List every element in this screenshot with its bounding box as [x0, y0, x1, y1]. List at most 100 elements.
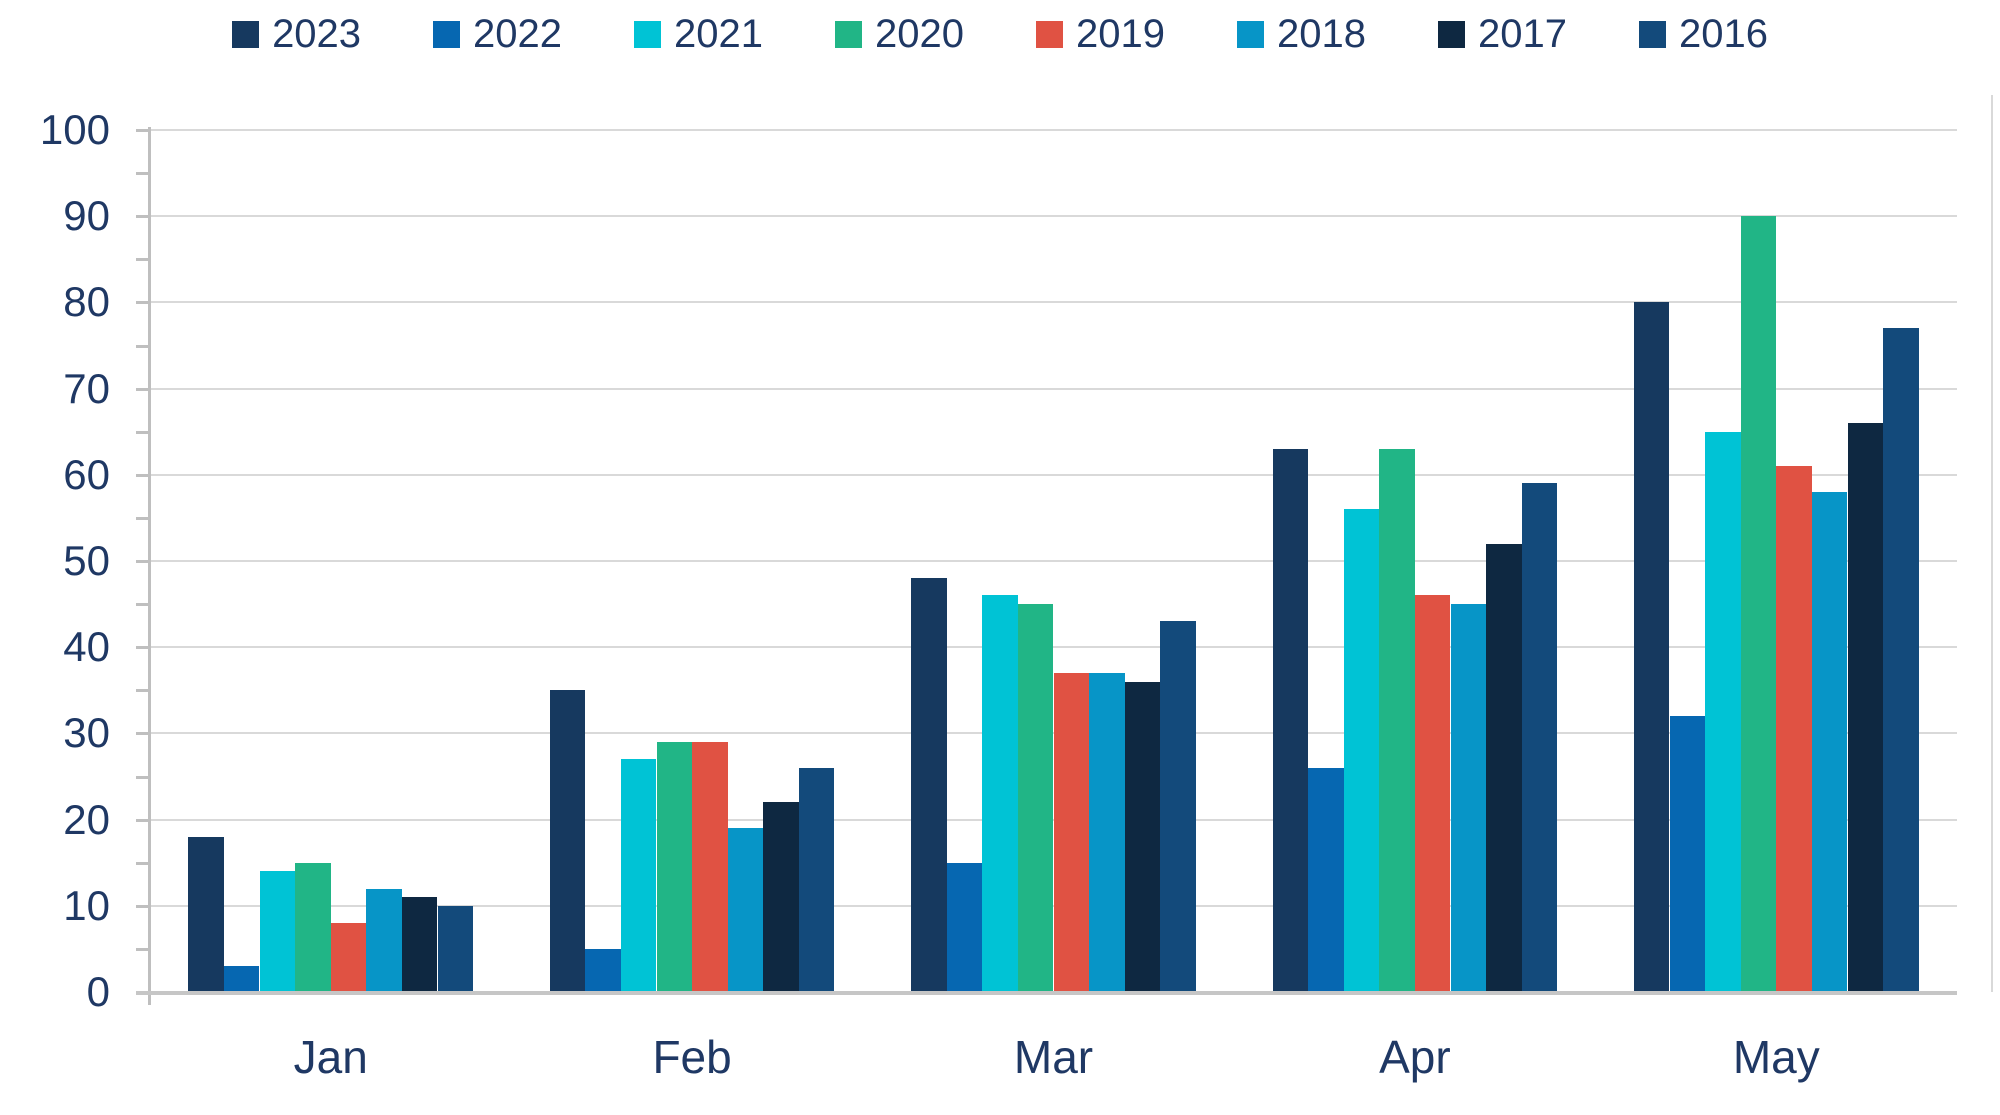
bar-2022-May [1669, 716, 1706, 992]
y-axis-tick [136, 904, 150, 908]
y-axis-tick [136, 473, 150, 477]
bar-2018-Apr [1450, 604, 1487, 992]
legend-item-2016: 2016 [1638, 14, 1768, 54]
gridline [150, 387, 1957, 390]
bar-2018-May [1811, 492, 1848, 992]
legend-item-2022: 2022 [433, 14, 562, 54]
bar-2018-Feb [727, 828, 764, 992]
bar-2021-Apr [1343, 509, 1380, 992]
bar-2023-Jan [188, 836, 224, 992]
y-axis-tick [136, 732, 150, 736]
bar-2021-Jan [259, 871, 296, 992]
y-axis-label: 0 [86, 968, 110, 1015]
bar-2020-Feb [656, 742, 693, 992]
y-axis-label: 20 [63, 795, 110, 843]
bar-2016-Feb [798, 767, 835, 992]
x-axis-label-Jan: Jan [293, 1031, 368, 1083]
y-axis-label: 30 [63, 709, 110, 757]
legend-swatch-icon [1036, 20, 1063, 48]
gridline [150, 473, 1957, 476]
legend-item-2017: 2017 [1437, 12, 1567, 56]
bar-2019-Apr [1414, 595, 1451, 992]
bar-2017-Feb [763, 802, 799, 992]
legend-label: 2020 [875, 12, 964, 56]
bar-2017-Apr [1486, 543, 1522, 992]
legend-label: 2017 [1477, 12, 1567, 56]
legend-label: 2018 [1276, 12, 1366, 56]
bar-2023-May [1633, 302, 1670, 992]
bar-2016-Mar [1160, 621, 1196, 992]
y-axis-tick [136, 603, 150, 607]
bar-2017-Jan [401, 897, 438, 992]
legend-label: 2019 [1076, 12, 1165, 56]
x-axis-label-Feb: Feb [652, 1031, 732, 1083]
x-axis-label-May: May [1732, 1031, 1820, 1083]
gridline [150, 215, 1957, 218]
y-axis-tick [136, 947, 150, 951]
bar-2016-Jan [437, 905, 474, 992]
plot-right-border [1991, 95, 1993, 992]
y-axis-tick [136, 646, 150, 650]
y-axis-tick [136, 861, 150, 865]
bar-2017-Mar [1124, 681, 1161, 992]
bar-2022-Jan [223, 966, 260, 992]
y-axis-tick [136, 818, 150, 822]
y-axis-tick [136, 430, 150, 434]
bar-2023-Mar [911, 578, 947, 992]
y-axis-tick [136, 344, 150, 348]
gridline [150, 646, 1957, 649]
bar-2020-Mar [1017, 604, 1054, 992]
legend-item-2018: 2018 [1236, 12, 1366, 56]
bar-2017-May [1847, 423, 1884, 992]
legend-item-2023: 2023 [232, 14, 361, 54]
bar-2023-Apr [1272, 448, 1309, 992]
y-axis-tick [136, 516, 150, 520]
chart-legend: 2023 2022 2021 2020 2019 2018 2017 2016 [0, 14, 2000, 54]
legend-swatch-icon [232, 20, 260, 48]
bar-2016-May [1883, 328, 1919, 992]
y-axis-label: 60 [63, 450, 110, 498]
y-axis-tick [136, 172, 150, 176]
y-axis-tick [136, 258, 150, 262]
y-axis-label: 90 [63, 192, 110, 240]
bar-2019-Mar [1053, 673, 1090, 992]
bar-2018-Jan [366, 888, 402, 992]
bar-2023-Feb [549, 690, 586, 992]
y-axis-tick [136, 129, 150, 132]
legend-swatch-icon [835, 20, 863, 48]
bar-2021-Feb [620, 759, 657, 992]
legend-label: 2021 [674, 12, 764, 56]
x-axis-label-Apr: Apr [1379, 1031, 1451, 1083]
y-axis-label: 80 [63, 278, 110, 326]
gridline [150, 129, 1957, 131]
y-axis-tick [136, 387, 150, 391]
bar-2020-Apr [1379, 448, 1415, 992]
legend-item-2021: 2021 [634, 14, 763, 54]
bar-2021-Mar [982, 595, 1018, 992]
bar-2022-Feb [585, 948, 621, 992]
bar-2016-Apr [1521, 483, 1558, 992]
y-axis-label: 10 [63, 881, 110, 929]
legend-item-2020: 2020 [835, 14, 964, 54]
y-axis-tick [136, 560, 150, 563]
y-axis-label: 70 [63, 364, 110, 412]
bar-2020-Jan [295, 862, 331, 992]
legend-swatch-icon [1437, 20, 1465, 48]
bar-2019-Feb [692, 742, 728, 992]
y-axis-tick [136, 301, 150, 305]
y-axis-tick [136, 775, 150, 779]
legend-swatch-icon [433, 20, 461, 48]
legend-swatch-icon [1638, 20, 1666, 48]
bar-2019-May [1776, 466, 1812, 992]
gridline [150, 560, 1957, 562]
y-axis-tick [136, 215, 150, 219]
legend-label: 2022 [473, 12, 563, 56]
y-axis-label: 50 [63, 537, 110, 584]
bar-2018-Mar [1089, 673, 1125, 992]
y-axis-tick [136, 689, 150, 693]
x-axis-line [136, 991, 1957, 995]
legend-item-2019: 2019 [1036, 14, 1165, 54]
x-axis-label-Mar: Mar [1013, 1031, 1094, 1083]
